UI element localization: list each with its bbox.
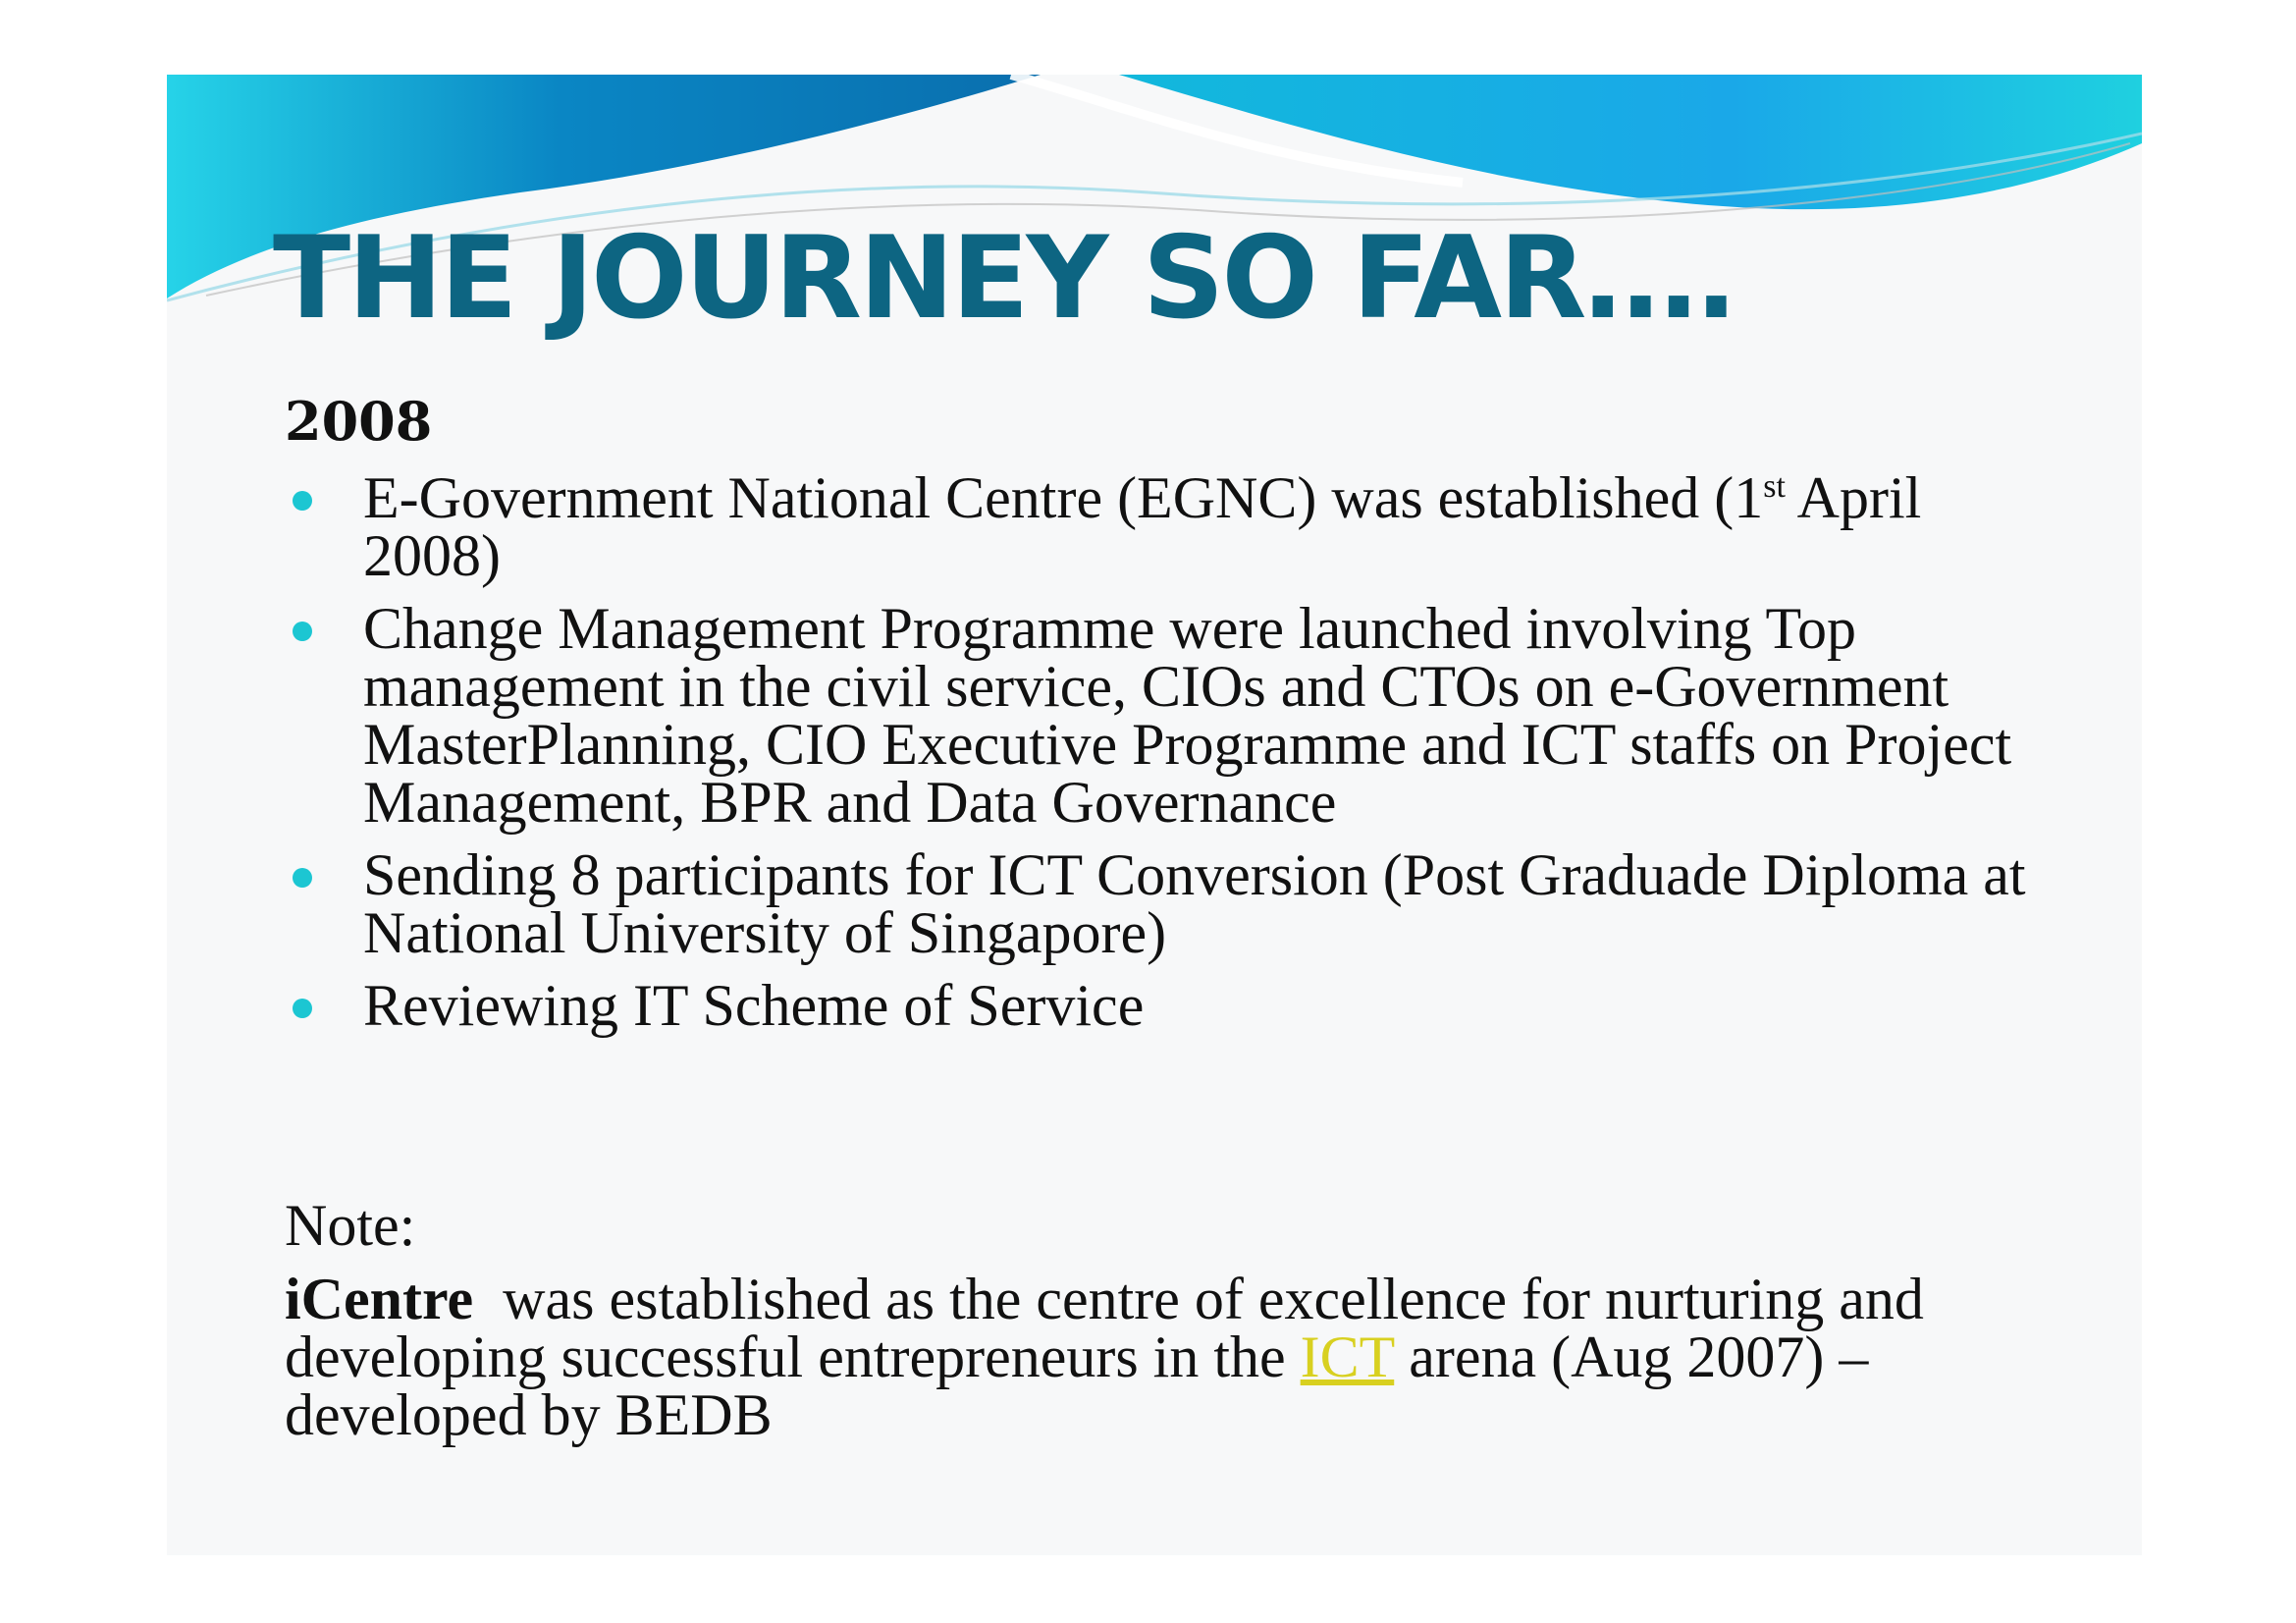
wave-banner bbox=[167, 75, 2142, 302]
bullet-text: Sending 8 participants for ICT Conversio… bbox=[363, 842, 2026, 965]
bullet-text: Change Management Programme were launche… bbox=[363, 596, 2012, 835]
ordinal-suffix: st bbox=[1763, 468, 1786, 505]
bullet-text-cont: April 2008) bbox=[363, 465, 1922, 588]
bullet-item-egnc: E-Government National Centre (EGNC) was … bbox=[285, 468, 2042, 585]
slide-title: THE JOURNEY SO FAR…. bbox=[273, 212, 1737, 345]
bullet-dot-icon bbox=[293, 868, 312, 888]
bullet-dot-icon bbox=[293, 491, 312, 511]
year-heading: 2008 bbox=[285, 390, 433, 453]
slide: THE JOURNEY SO FAR…. 2008 E-Government N… bbox=[167, 75, 2142, 1555]
bullet-item-ict-conversion: Sending 8 participants for ICT Conversio… bbox=[285, 845, 2042, 962]
bullet-list: E-Government National Centre (EGNC) was … bbox=[285, 468, 2042, 1050]
bullet-text: E-Government National Centre (EGNC) was … bbox=[363, 465, 1764, 530]
bullet-item-change-management: Change Management Programme were launche… bbox=[285, 599, 2042, 832]
note-text-end: arena (Aug 2007) – developed by BEDB bbox=[285, 1325, 1869, 1447]
bullet-dot-icon bbox=[293, 999, 312, 1018]
wave-left bbox=[167, 75, 1041, 298]
bullet-item-it-scheme: Reviewing IT Scheme of Service bbox=[285, 976, 2042, 1035]
bullet-dot-icon bbox=[293, 622, 312, 641]
ict-link[interactable]: ICT bbox=[1300, 1325, 1395, 1389]
note-text: was established as the centre of excelle… bbox=[285, 1267, 1939, 1389]
note-bold-term: iCentre bbox=[285, 1267, 474, 1331]
wave-right bbox=[1119, 75, 2142, 210]
bullet-text: Reviewing IT Scheme of Service bbox=[363, 973, 1145, 1038]
note-heading: Note: bbox=[285, 1193, 416, 1258]
note-paragraph: iCentre was established as the centre of… bbox=[285, 1270, 2042, 1447]
